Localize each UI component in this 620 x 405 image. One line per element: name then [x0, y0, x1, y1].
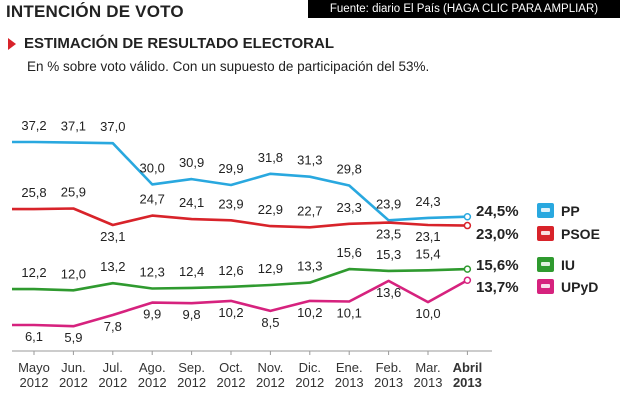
- data-label: 15,4: [415, 246, 440, 261]
- data-label: 30,0: [140, 160, 165, 175]
- data-label: 9,9: [143, 307, 161, 322]
- pp-logo-icon: [537, 203, 554, 218]
- chart-note: En % sobre voto válido. Con un supuesto …: [27, 59, 430, 74]
- data-label: 6,1: [25, 329, 43, 344]
- series-point-psoe: [463, 221, 472, 230]
- x-tick-label-month: Ago.: [139, 360, 166, 375]
- x-tick-label-year: 2012: [256, 375, 285, 390]
- data-label: 22,9: [258, 202, 283, 217]
- legend-label: PSOE: [561, 226, 600, 242]
- data-label: 37,1: [61, 119, 86, 134]
- x-tick-label-year: 2013: [374, 375, 403, 390]
- data-label: 25,9: [61, 184, 86, 199]
- pp-logo-icon-mark: [541, 208, 550, 212]
- series-line-pp: [12, 140, 468, 222]
- triangle-arrow-icon: [8, 37, 16, 50]
- series-point-pp: [463, 212, 472, 221]
- x-tick-label-month: Ene.: [336, 360, 363, 375]
- psoe-logo-icon: [537, 226, 554, 241]
- final-value-label: 23,0%: [476, 226, 519, 243]
- data-label: 23,1: [415, 229, 440, 244]
- data-label: 12,9: [258, 261, 283, 276]
- x-tick-label-month: Mar.: [415, 360, 440, 375]
- x-tick-label-month: Jul.: [103, 360, 123, 375]
- data-label: 31,3: [297, 153, 322, 168]
- x-tick-label-month: Nov.: [258, 360, 284, 375]
- data-label: 10,2: [218, 305, 243, 320]
- x-tick-label-year: 2012: [217, 375, 246, 390]
- data-label: 8,5: [261, 315, 279, 330]
- x-tick-label-year: 2012: [98, 375, 127, 390]
- data-label: 13,6: [376, 285, 401, 300]
- x-tick-label-year: 2013: [335, 375, 364, 390]
- chart-subtitle: ESTIMACIÓN DE RESULTADO ELECTORAL: [24, 35, 335, 52]
- legend-label: PP: [561, 203, 580, 219]
- data-label: 13,2: [100, 259, 125, 274]
- x-tick-label-year: 2013: [414, 375, 443, 390]
- x-tick-label-month: Mayo: [18, 360, 50, 375]
- x-tick-label-month: Sep.: [178, 360, 205, 375]
- subtitle-row: ESTIMACIÓN DE RESULTADO ELECTORAL: [8, 35, 334, 52]
- data-label: 29,8: [337, 162, 362, 177]
- data-label: 23,9: [218, 196, 243, 211]
- data-label: 13,3: [297, 259, 322, 274]
- x-tick-label-year: 2012: [20, 375, 49, 390]
- data-label: 12,2: [21, 265, 46, 280]
- x-tick-label-year: 2013: [453, 375, 482, 390]
- series-line-iu: [12, 267, 468, 292]
- iu-logo-icon: [537, 257, 554, 272]
- series-line-psoe: [12, 207, 468, 229]
- x-tick-label-month: Abril: [453, 360, 483, 375]
- data-label: 12,6: [218, 263, 243, 278]
- legend-label: UPyD: [561, 279, 598, 295]
- source-enlarge-link[interactable]: Fuente: diario El País (HAGA CLIC PARA A…: [308, 0, 620, 18]
- data-label: 37,0: [100, 119, 125, 134]
- upyd-logo-icon-mark: [541, 284, 550, 288]
- upyd-logo-icon: [537, 279, 554, 294]
- legend-label: IU: [561, 257, 575, 273]
- data-label: 24,3: [415, 194, 440, 209]
- data-label: 25,8: [21, 185, 46, 200]
- data-label: 30,9: [179, 155, 204, 170]
- x-tick-label-year: 2012: [295, 375, 324, 390]
- data-label: 15,6: [337, 245, 362, 260]
- x-tick-label-year: 2012: [177, 375, 206, 390]
- x-tick-label-month: Dic.: [299, 360, 321, 375]
- final-value-label: 24,5%: [476, 203, 519, 220]
- data-label: 23,3: [337, 200, 362, 215]
- data-label: 12,4: [179, 264, 204, 279]
- x-tick-label-month: Jun.: [61, 360, 86, 375]
- data-label: 23,1: [100, 229, 125, 244]
- psoe-logo-icon-mark: [541, 231, 550, 235]
- data-label: 23,9: [376, 196, 401, 211]
- data-label: 7,8: [104, 319, 122, 334]
- x-tick-label-year: 2012: [138, 375, 167, 390]
- data-label: 24,1: [179, 195, 204, 210]
- data-label: 22,7: [297, 203, 322, 218]
- data-label: 12,3: [140, 265, 165, 280]
- final-value-label: 15,6%: [476, 257, 519, 274]
- series-point-upyd: [463, 276, 472, 285]
- data-label: 10,0: [415, 306, 440, 321]
- data-label: 29,9: [218, 161, 243, 176]
- data-label: 10,1: [337, 305, 362, 320]
- series-point-iu: [463, 265, 472, 273]
- data-label: 9,8: [183, 307, 201, 322]
- final-value-label: 13,7%: [476, 279, 519, 296]
- x-tick-label-year: 2012: [59, 375, 88, 390]
- data-label: 31,8: [258, 150, 283, 165]
- page-title: INTENCIÓN DE VOTO: [6, 2, 184, 21]
- iu-logo-icon-mark: [541, 262, 550, 266]
- data-label: 23,5: [376, 227, 401, 242]
- data-label: 12,0: [61, 266, 86, 281]
- data-label: 10,2: [297, 305, 322, 320]
- data-label: 37,2: [21, 118, 46, 133]
- data-label: 15,3: [376, 247, 401, 262]
- x-tick-label-month: Feb.: [376, 360, 402, 375]
- x-tick-label-month: Oct.: [219, 360, 243, 375]
- data-label: 24,7: [140, 192, 165, 207]
- series-line-upyd: [12, 279, 469, 328]
- data-label: 5,9: [64, 330, 82, 345]
